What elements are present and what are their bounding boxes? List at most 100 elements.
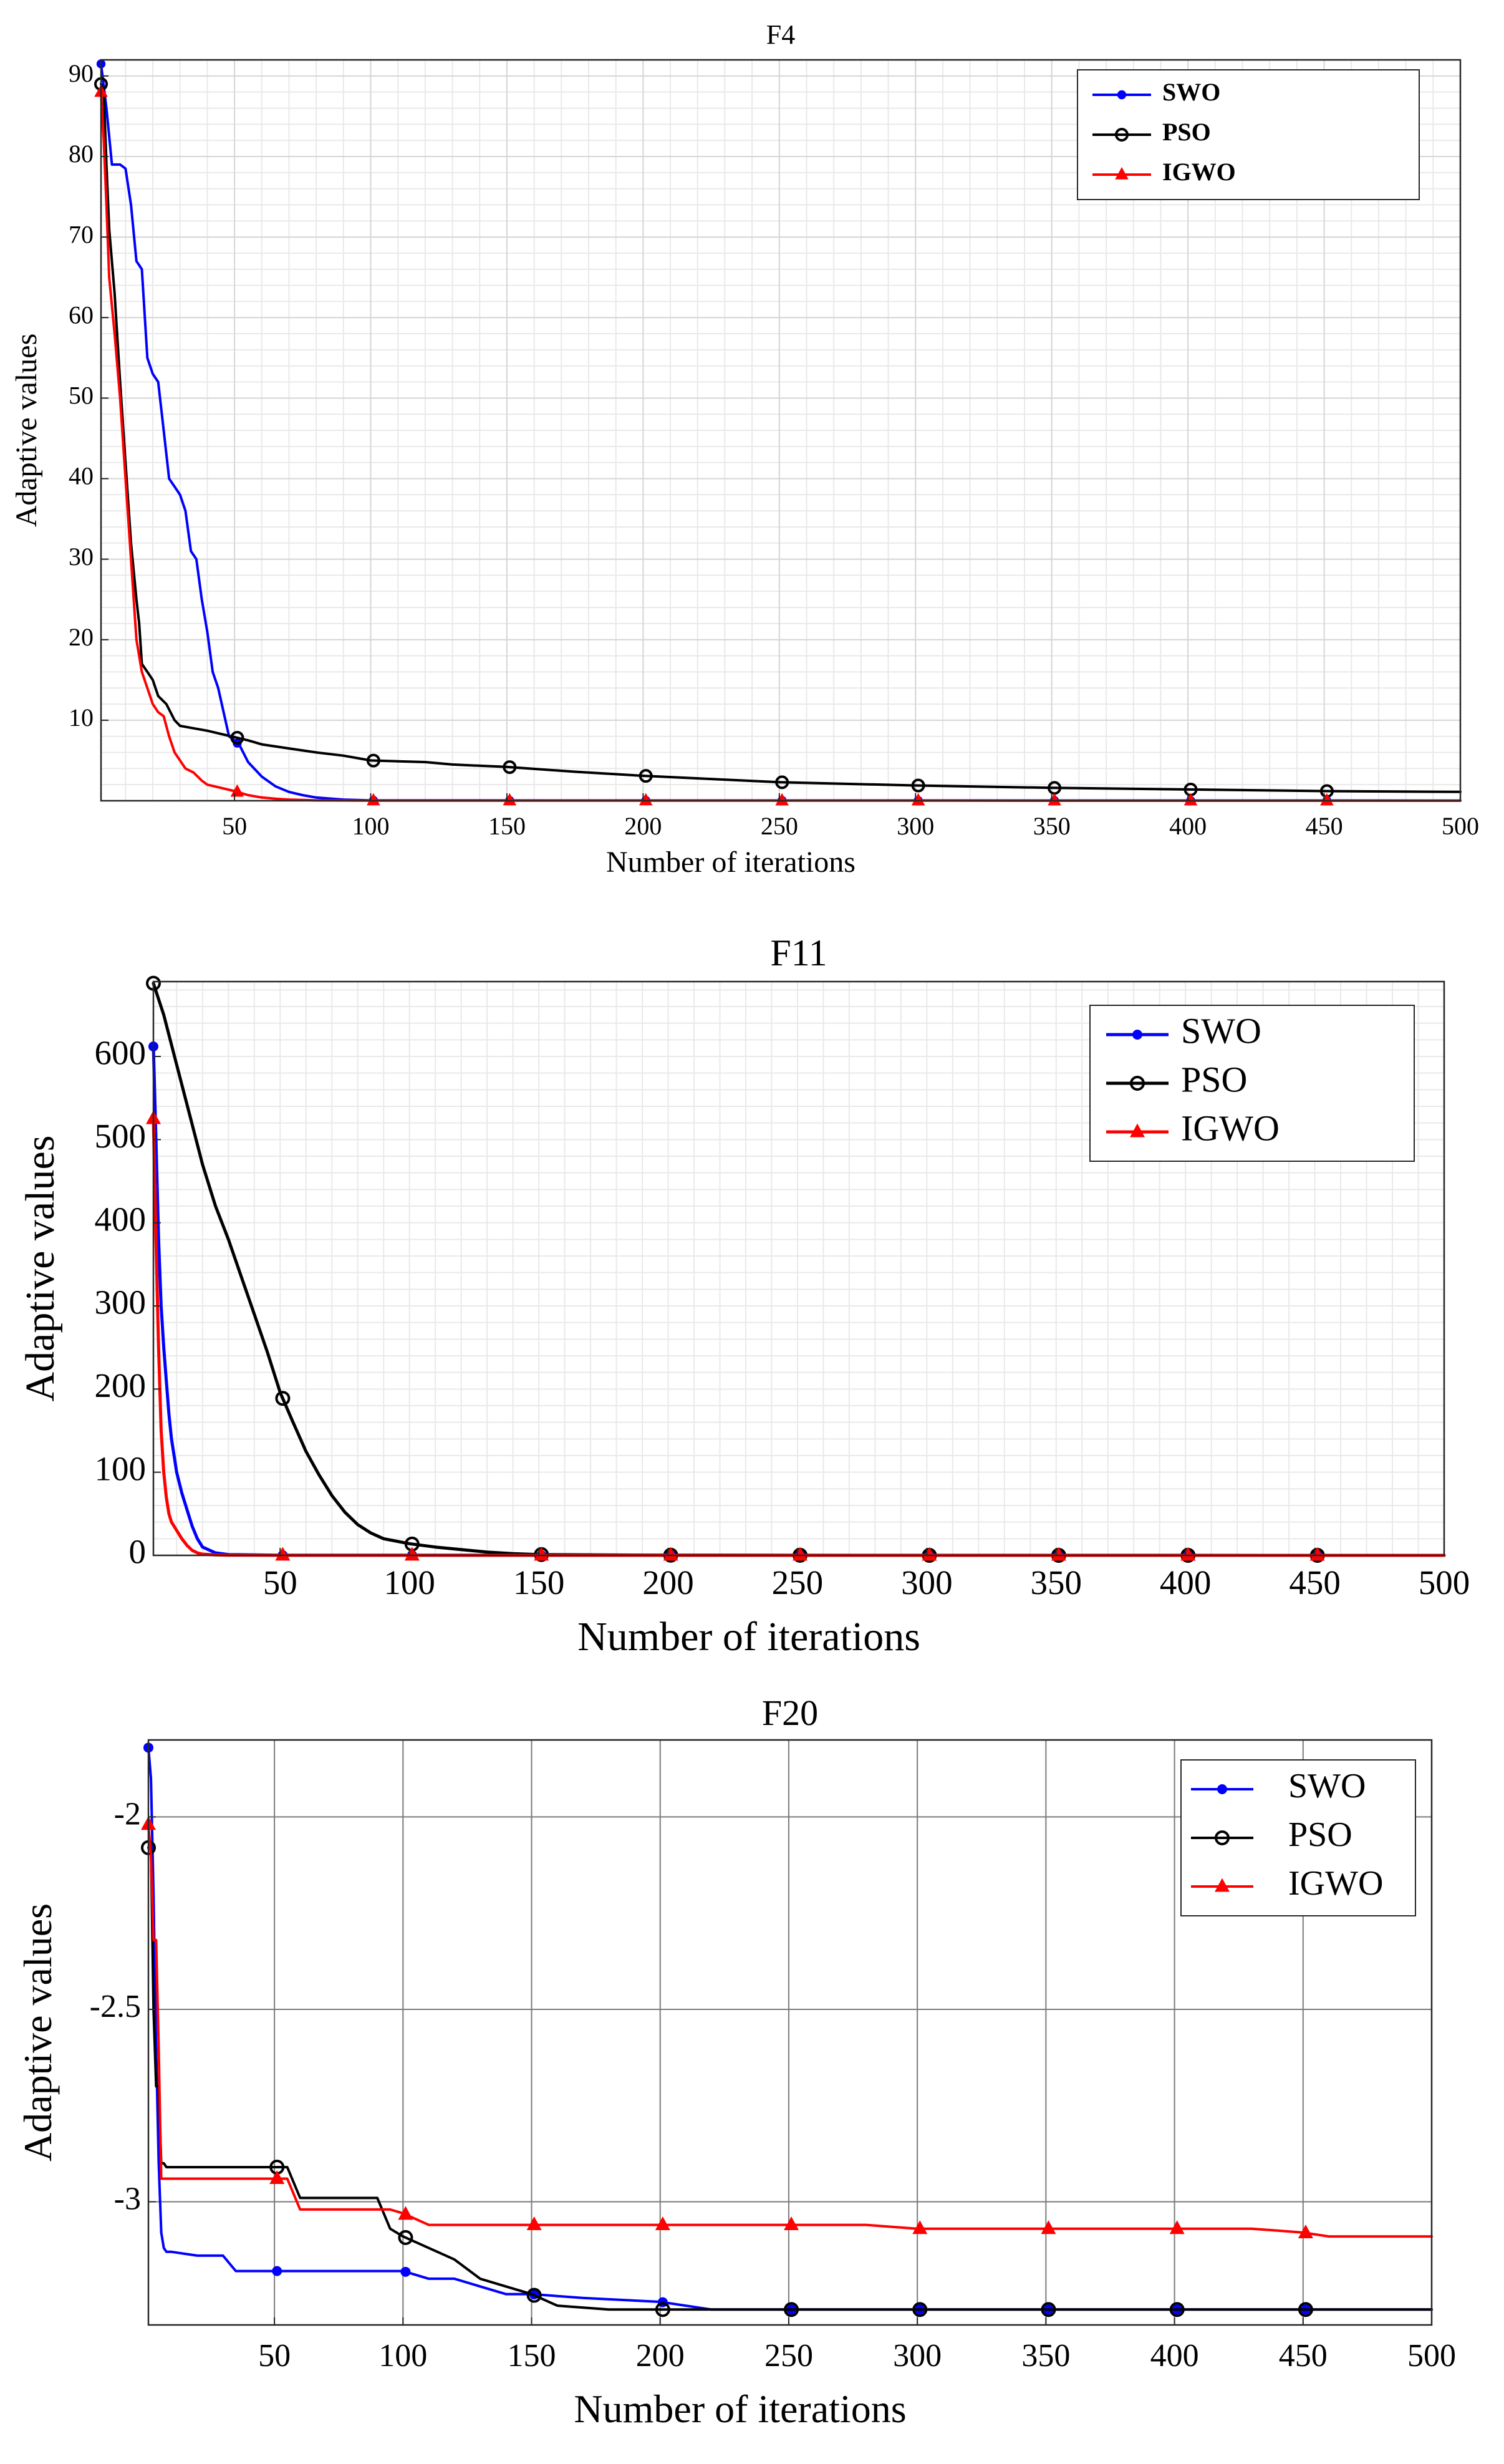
x-tick-label: 100 <box>352 812 390 840</box>
data-point-pso <box>526 2288 542 2303</box>
legend-label: IGWO <box>1288 1864 1383 1903</box>
data-point-pso <box>503 760 517 775</box>
data-point-igwo <box>912 2220 928 2235</box>
legend: SWO PSO IGWO <box>1180 1759 1416 1916</box>
data-point-pso <box>655 2302 670 2317</box>
x-tick-label: 50 <box>263 1563 297 1602</box>
axes-frame <box>147 1739 1433 2326</box>
legend-entry-igwo: IGWO <box>1092 158 1236 186</box>
y-tick-label: 200 <box>95 1366 147 1404</box>
legend-marker-pso <box>1130 1076 1145 1091</box>
x-tick-label: 450 <box>1289 1563 1341 1602</box>
data-point-igwo <box>922 1547 937 1561</box>
data-point-igwo <box>534 1547 549 1561</box>
data-point-igwo <box>663 1547 678 1561</box>
legend-label: IGWO <box>1162 158 1236 186</box>
legend-marker-pso <box>1215 1830 1230 1845</box>
data-point-igwo <box>275 1547 291 1561</box>
data-point-pso <box>1298 2302 1313 2317</box>
legend-label: PSO <box>1162 118 1211 146</box>
data-point-igwo <box>911 793 925 806</box>
x-tick-label: 50 <box>258 2338 291 2374</box>
chart-f20: 50 100 150 200 250 300 350 400 450 500 -2 -2.5 -3 F20… <box>16 1693 1456 2431</box>
data-point-swo <box>272 2266 282 2276</box>
y-tick-label: 40 <box>69 462 94 490</box>
legend-entry-pso: PSO <box>1092 118 1211 146</box>
data-point-igwo <box>230 784 244 797</box>
data-point-igwo <box>398 2206 413 2220</box>
x-tick-label: 500 <box>1407 2338 1456 2374</box>
data-point-pso <box>398 2230 413 2245</box>
series-line-swo <box>100 62 1462 802</box>
x-tick-label: 200 <box>642 1563 694 1602</box>
legend-label: SWO <box>1181 1010 1261 1051</box>
data-point-pso <box>912 2302 928 2317</box>
x-axis-label: Number of iterations <box>574 2387 906 2431</box>
chart-title: F20 <box>762 1693 818 1733</box>
grid <box>148 1740 1432 2325</box>
data-point-igwo <box>655 2216 670 2231</box>
chart-f11: 50 100 150 200 250 300 350 400 450 500 0 100 200 300 4… <box>17 932 1470 1660</box>
x-tick-label: 50 <box>222 812 247 840</box>
x-tick-label: 450 <box>1306 812 1343 840</box>
x-tick-label: 250 <box>764 2338 813 2374</box>
x-tick-label: 150 <box>488 812 526 840</box>
data-point-pso <box>275 1391 291 1406</box>
axes-frame <box>100 59 1462 802</box>
y-tick-label: 90 <box>69 59 94 87</box>
axes-frame <box>152 980 1445 1557</box>
legend-marker-pso <box>1115 128 1129 142</box>
legend: SWO PSO IGWO <box>1089 1005 1415 1162</box>
legend-entry-swo: SWO <box>1106 1010 1261 1051</box>
y-tick-label: 300 <box>95 1283 147 1321</box>
x-axis-label: Number of iterations <box>606 846 856 879</box>
y-tick-label: 30 <box>69 543 94 571</box>
x-tick-label: 150 <box>508 2338 556 2374</box>
data-point-pso <box>1041 2302 1056 2317</box>
x-tick-label: 400 <box>1169 812 1207 840</box>
data-point-pso <box>784 2302 799 2317</box>
legend-entry-pso: PSO <box>1106 1059 1247 1099</box>
data-point-igwo <box>1320 793 1334 806</box>
y-tick-label: -2.5 <box>90 1989 141 2024</box>
chart-title: F11 <box>770 932 827 974</box>
chart-f4: 50 100 150 200 250 300 350 400 450 500 10 20 30 40 50 6… <box>10 19 1479 879</box>
x-tick-label: 400 <box>1160 1563 1212 1602</box>
legend: SWO PSO IGWO <box>1077 69 1420 200</box>
series-line-swo <box>147 1746 1433 2311</box>
y-tick-label: 100 <box>95 1449 147 1487</box>
data-point-pso <box>775 775 789 790</box>
x-tick-label: 250 <box>761 812 798 840</box>
legend-label: PSO <box>1181 1059 1247 1099</box>
data-point-igwo <box>1183 793 1198 806</box>
legend-marker-swo <box>1217 1784 1227 1794</box>
x-tick-label: 500 <box>1419 1563 1470 1602</box>
y-axis-label: Adaptive values <box>10 334 43 528</box>
y-tick-label: -2 <box>114 1796 141 1832</box>
x-tick-label: 200 <box>624 812 662 840</box>
legend-label: PSO <box>1288 1815 1352 1854</box>
y-axis-label: Adaptive values <box>16 1903 60 2162</box>
series-line-igwo <box>147 1823 1433 2238</box>
data-point-igwo <box>1309 1547 1325 1561</box>
data-point-igwo <box>1048 793 1061 806</box>
x-tick-label: 100 <box>383 1563 435 1602</box>
data-point-igwo <box>639 793 653 806</box>
y-tick-label: 0 <box>129 1533 147 1571</box>
legend-marker-swo <box>1117 90 1127 100</box>
data-point-swo <box>400 2266 411 2277</box>
y-tick-label: 70 <box>69 220 94 248</box>
y-tick-label: 10 <box>69 703 94 732</box>
x-axis-label: Number of iterations <box>577 1614 920 1660</box>
series-igwo <box>141 1816 1433 2239</box>
x-tick-label: 300 <box>897 812 934 840</box>
legend-label: SWO <box>1162 78 1220 106</box>
y-tick-label: 400 <box>95 1200 147 1238</box>
data-point-igwo <box>793 1547 808 1561</box>
legend-label: SWO <box>1288 1767 1366 1805</box>
chart-title: F4 <box>766 19 795 50</box>
data-point-igwo <box>269 2170 285 2184</box>
data-point-igwo <box>1298 2225 1313 2239</box>
